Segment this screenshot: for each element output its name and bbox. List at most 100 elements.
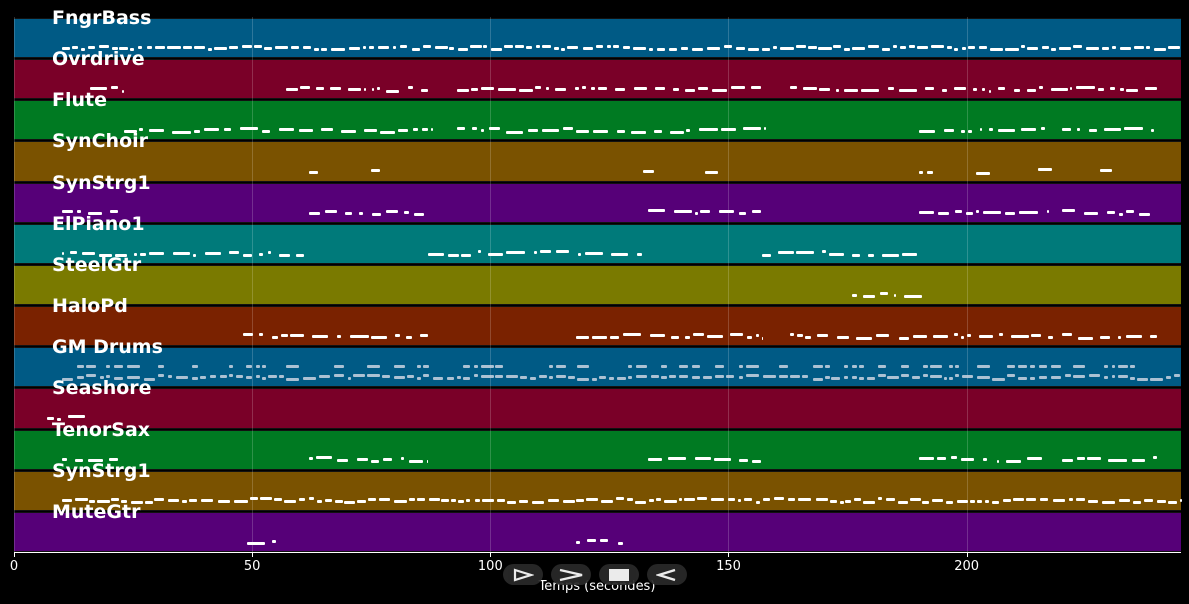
- note-mark: [623, 333, 641, 337]
- note-mark: [577, 377, 590, 381]
- track-label: TenorSax: [52, 418, 151, 441]
- note-mark: [371, 212, 381, 216]
- back-icon: [656, 568, 676, 581]
- note-mark: [730, 86, 745, 90]
- note-mark: [285, 87, 298, 91]
- note-mark: [863, 295, 875, 299]
- note-mark: [961, 457, 975, 461]
- note-mark: [321, 47, 328, 51]
- note-mark: [229, 251, 240, 255]
- note-mark: [852, 376, 858, 380]
- note-mark: [1120, 87, 1124, 91]
- note-mark: [1126, 210, 1135, 214]
- stop-button[interactable]: [599, 564, 639, 585]
- note-mark: [547, 498, 560, 502]
- note-mark: [672, 88, 680, 92]
- note-mark: [1132, 501, 1142, 505]
- note-mark: [462, 377, 471, 381]
- note-mark: [738, 211, 746, 215]
- note-mark: [309, 212, 320, 216]
- note-mark: [1073, 45, 1083, 49]
- note-mark: [236, 374, 244, 378]
- note-mark: [1153, 456, 1157, 460]
- note-mark: [405, 336, 413, 340]
- note-mark: [836, 88, 839, 92]
- note-mark: [358, 212, 363, 216]
- note-mark: [576, 335, 590, 339]
- note-mark: [761, 254, 772, 258]
- note-mark: [909, 498, 921, 502]
- note-mark: [668, 374, 676, 378]
- note-mark: [532, 500, 545, 504]
- note-mark: [714, 457, 732, 461]
- note-mark: [399, 44, 408, 48]
- note-mark: [955, 374, 959, 378]
- note-mark: [648, 48, 654, 52]
- note-mark: [348, 377, 352, 381]
- note-mark: [1125, 334, 1142, 338]
- note-mark: [678, 375, 688, 379]
- note-mark: [191, 376, 199, 380]
- note-mark: [1088, 128, 1098, 132]
- note-mark: [635, 374, 648, 378]
- note-mark: [762, 497, 771, 501]
- note-mark: [1118, 212, 1123, 216]
- note-mark: [411, 48, 420, 52]
- note-mark: [313, 47, 320, 51]
- note-mark: [1118, 335, 1121, 339]
- note-mark: [341, 130, 356, 134]
- note-mark: [450, 499, 457, 503]
- note-mark: [242, 253, 253, 257]
- note-mark: [761, 48, 770, 52]
- note-mark: [541, 44, 552, 48]
- note-mark: [515, 44, 524, 48]
- note-mark: [824, 376, 830, 380]
- note-mark: [371, 168, 381, 172]
- note-mark: [245, 376, 253, 380]
- note-mark: [706, 47, 721, 51]
- note-mark: [1007, 374, 1015, 378]
- back-button[interactable]: [647, 564, 687, 585]
- note-mark: [318, 374, 331, 378]
- note-mark: [669, 130, 684, 134]
- track-label: SteelGtr: [52, 253, 142, 276]
- note-mark: [172, 130, 191, 134]
- note-mark: [862, 500, 876, 504]
- note-mark: [67, 415, 85, 419]
- note-mark: [561, 47, 565, 51]
- note-mark: [367, 373, 380, 377]
- note-mark: [90, 87, 108, 91]
- note-mark: [751, 210, 762, 214]
- note-mark: [1111, 364, 1116, 368]
- note-mark: [763, 374, 776, 378]
- forward-button[interactable]: [551, 564, 591, 585]
- note-mark: [555, 250, 570, 254]
- note-mark: [548, 375, 554, 379]
- note-mark: [867, 253, 875, 257]
- note-mark: [595, 44, 603, 48]
- note-mark: [205, 251, 222, 255]
- note-mark: [113, 376, 124, 380]
- note-mark: [1087, 499, 1099, 503]
- note-mark: [1061, 459, 1073, 463]
- note-mark: [167, 375, 173, 379]
- note-mark: [684, 497, 696, 501]
- note-mark: [1137, 377, 1149, 381]
- note-mark: [610, 252, 629, 256]
- note-mark: [738, 364, 743, 368]
- note-mark: [281, 333, 289, 337]
- note-mark: [599, 376, 607, 380]
- note-mark: [919, 130, 936, 134]
- note-mark: [576, 541, 580, 545]
- track-label: SynChoir: [52, 130, 149, 153]
- track-label: Flute: [52, 89, 107, 112]
- note-mark: [919, 171, 923, 175]
- note-mark: [356, 458, 369, 462]
- note-mark: [362, 45, 367, 49]
- note-mark: [699, 127, 719, 131]
- note-mark: [805, 336, 811, 340]
- play-button[interactable]: [503, 564, 543, 585]
- note-mark: [673, 209, 693, 213]
- note-mark: [617, 541, 624, 545]
- note-mark: [1131, 458, 1145, 462]
